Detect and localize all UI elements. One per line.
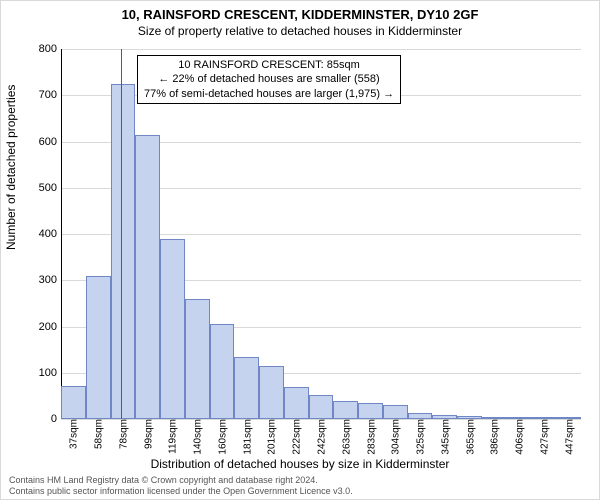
x-tick-label: 99sqm [141,419,154,449]
x-tick-label: 242sqm [315,419,328,455]
x-tick-label: 365sqm [463,419,476,455]
histogram-bar [111,84,136,419]
chart-title: 10, RAINSFORD CRESCENT, KIDDERMINSTER, D… [1,1,599,22]
y-tick-label: 500 [39,182,61,194]
footer-line-2: Contains public sector information licen… [9,486,591,497]
y-tick-label: 400 [39,228,61,240]
x-tick-label: 263sqm [339,419,352,455]
histogram-bar [284,387,309,419]
x-tick-label: 325sqm [414,419,427,455]
x-tick-label: 78sqm [116,419,129,449]
footer-line-1: Contains HM Land Registry data © Crown c… [9,475,591,486]
info-line-2: ← 22% of detached houses are smaller (55… [144,72,394,86]
chart-subtitle: Size of property relative to detached ho… [1,22,599,38]
y-tick-label: 800 [39,43,61,55]
x-tick-label: 386sqm [488,419,501,455]
histogram-bar [86,276,111,419]
grid-line [61,49,581,50]
y-tick-label: 600 [39,136,61,148]
y-tick-label: 700 [39,89,61,101]
histogram-bar [135,135,160,419]
info-line-3: 77% of semi-detached houses are larger (… [144,87,394,101]
histogram-bar [160,239,185,419]
histogram-bar [185,299,210,419]
x-tick-label: 222sqm [290,419,303,455]
histogram-bar [61,386,86,419]
plot-area: 010020030040050060070080037sqm58sqm78sqm… [61,49,581,419]
histogram-bar [234,357,259,419]
chart-container: 10, RAINSFORD CRESCENT, KIDDERMINSTER, D… [0,0,600,500]
x-tick-label: 140sqm [191,419,204,455]
property-marker-line [121,49,123,419]
histogram-bar [259,366,284,419]
y-tick-label: 0 [51,413,61,425]
histogram-bar [333,401,358,420]
x-tick-label: 447sqm [562,419,575,455]
footer: Contains HM Land Registry data © Crown c… [1,475,599,497]
x-tick-label: 160sqm [215,419,228,455]
x-tick-label: 181sqm [240,419,253,455]
x-tick-label: 304sqm [389,419,402,455]
x-tick-label: 345sqm [438,419,451,455]
histogram-bar [358,403,383,419]
x-tick-label: 427sqm [537,419,550,455]
x-tick-label: 119sqm [166,419,179,454]
info-line-1: 10 RAINSFORD CRESCENT: 85sqm [144,58,394,72]
x-tick-label: 283sqm [364,419,377,455]
histogram-bar [383,405,408,419]
x-tick-label: 201sqm [265,419,278,455]
x-axis-title: Distribution of detached houses by size … [1,457,599,471]
x-tick-label: 37sqm [67,419,80,449]
info-box: 10 RAINSFORD CRESCENT: 85sqm ← 22% of de… [137,55,401,104]
y-tick-label: 300 [39,274,61,286]
y-tick-label: 200 [39,321,61,333]
histogram-bar [309,395,334,419]
y-axis-title: Number of detached properties [4,85,18,250]
histogram-bar [210,324,235,419]
x-tick-label: 58sqm [92,419,105,449]
x-tick-label: 406sqm [513,419,526,455]
y-tick-label: 100 [39,367,61,379]
